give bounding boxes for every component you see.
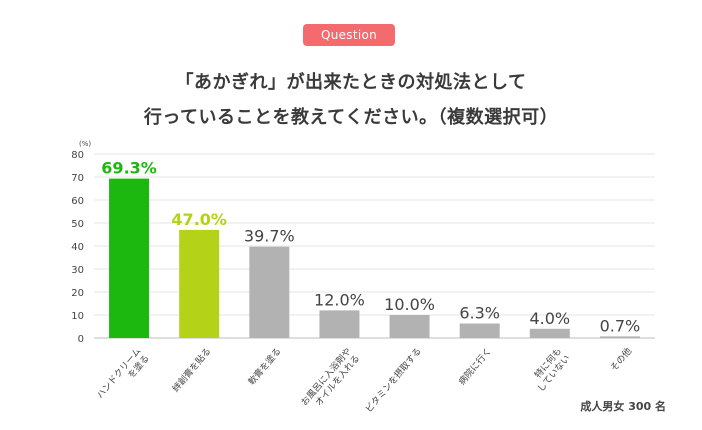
category-label-line: 軟膏を塗る: [245, 345, 283, 387]
bar-value-label: 0.7%: [600, 316, 641, 335]
bar: [599, 336, 640, 338]
bar: [319, 310, 360, 338]
bar-value-label: 4.0%: [529, 309, 570, 328]
category-label: お風呂に入浴剤やオイルを入れる: [298, 345, 362, 415]
bar: [389, 315, 430, 338]
y-tick-label: 60: [71, 196, 84, 207]
bar-value-label: 6.3%: [459, 304, 500, 323]
y-tick-label: 30: [71, 265, 84, 276]
category-label-line: ビタミンを摂取する: [363, 345, 424, 415]
bar: [109, 178, 150, 338]
category-label: ハンドクリームを塗る: [95, 346, 152, 408]
question-badge: Question: [303, 24, 395, 46]
category-label-line: 絆創膏を貼る: [170, 345, 214, 394]
bar-value-label: 39.7%: [244, 227, 295, 246]
y-tick-label: 40: [71, 242, 84, 253]
category-label: 病院に行く: [456, 345, 494, 387]
y-tick-label: 20: [71, 288, 84, 299]
question-title-line2: 行っていることを教えてください。（複数選択可）: [143, 107, 559, 128]
y-tick-label: 70: [71, 173, 84, 184]
y-tick-label: 50: [71, 219, 84, 230]
category-label-line: 病院に行く: [456, 345, 494, 387]
question-title-line1: 「あかぎれ」が出来たときの対処法として: [175, 72, 527, 93]
bar: [179, 229, 220, 338]
bar-value-label: 12.0%: [314, 290, 365, 309]
category-label: その他: [608, 345, 635, 373]
bar-value-label: 47.0%: [171, 210, 227, 229]
y-tick-label: 0: [78, 334, 84, 345]
respondent-count: 成人男女 300 名: [580, 400, 666, 413]
category-label: 軟膏を塗る: [245, 345, 283, 387]
bar: [459, 323, 500, 338]
bar-value-label: 69.3%: [101, 159, 157, 178]
category-label-line: その他: [608, 345, 635, 373]
category-label: 絆創膏を貼る: [170, 345, 214, 394]
category-label: ビタミンを摂取する: [363, 345, 424, 415]
y-axis-unit: (%): [79, 140, 91, 148]
category-label: 特に何もしていない: [526, 345, 572, 394]
y-tick-label: 10: [71, 311, 84, 322]
bar: [529, 328, 570, 338]
bar: [249, 246, 290, 338]
bar-value-label: 10.0%: [384, 295, 435, 314]
y-tick-label: 80: [71, 150, 84, 161]
